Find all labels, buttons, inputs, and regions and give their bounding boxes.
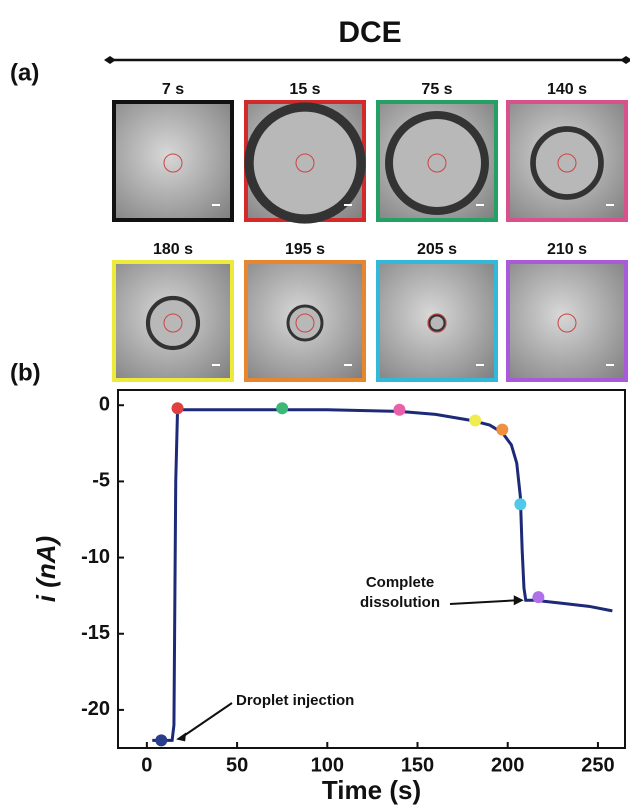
time-marker — [469, 414, 481, 426]
y-tick-label: -15 — [81, 622, 110, 644]
droplet — [288, 306, 322, 340]
time-marker — [172, 402, 184, 414]
x-tick-label: 200 — [491, 754, 524, 776]
annotation-arrow — [450, 600, 518, 604]
frame-label: 15 s — [289, 81, 320, 98]
time-marker — [496, 424, 508, 436]
droplet — [533, 129, 601, 197]
scale-bar — [476, 364, 484, 366]
droplet — [429, 315, 445, 331]
x-tick-label: 100 — [311, 754, 344, 776]
scale-bar — [606, 364, 614, 366]
y-tick-label: -10 — [81, 546, 110, 568]
x-axis-label: Time (s) — [322, 775, 421, 805]
y-tick-label: 0 — [99, 394, 110, 416]
time-marker — [393, 404, 405, 416]
x-tick-label: 0 — [141, 754, 152, 776]
frame-label: 75 s — [421, 81, 452, 98]
time-marker — [514, 498, 526, 510]
annotation: Droplet injection — [236, 692, 354, 709]
annotation-arrow — [180, 703, 232, 738]
time-marker — [276, 402, 288, 414]
figure: DCE (a) (b) 7 s 15 s 75 s 140 s 180 s 195 s 20… — [0, 0, 630, 807]
droplet — [148, 298, 198, 348]
scale-bar — [212, 364, 220, 366]
plot-frame — [118, 390, 625, 748]
droplet — [249, 107, 361, 219]
scale-bar — [212, 204, 220, 206]
x-tick-label: 250 — [581, 754, 614, 776]
panel-label: (b) — [10, 359, 41, 386]
time-marker — [155, 734, 167, 746]
scale-bar — [344, 204, 352, 206]
y-tick-label: -20 — [81, 698, 110, 720]
droplet — [389, 115, 485, 211]
frame-label: 180 s — [153, 241, 193, 258]
frame-label: 210 s — [547, 241, 587, 258]
frame-label: 140 s — [547, 81, 587, 98]
frame-label: 195 s — [285, 241, 325, 258]
y-axis-label: i (nA) — [31, 536, 61, 602]
frame-label: 7 s — [162, 81, 184, 98]
scale-bar — [476, 204, 484, 206]
scale-bar — [606, 204, 614, 206]
frame-image — [508, 262, 626, 380]
frame-label: 205 s — [417, 241, 457, 258]
scale-bar — [344, 364, 352, 366]
panel-title: DCE — [338, 16, 401, 49]
x-tick-label: 50 — [226, 754, 248, 776]
x-tick-label: 150 — [401, 754, 434, 776]
y-tick-label: -5 — [92, 470, 110, 492]
frame-image — [114, 102, 232, 220]
arrow-head — [176, 732, 186, 741]
panel-label: (a) — [10, 59, 39, 86]
arrow-head — [514, 595, 524, 605]
time-marker — [532, 591, 544, 603]
